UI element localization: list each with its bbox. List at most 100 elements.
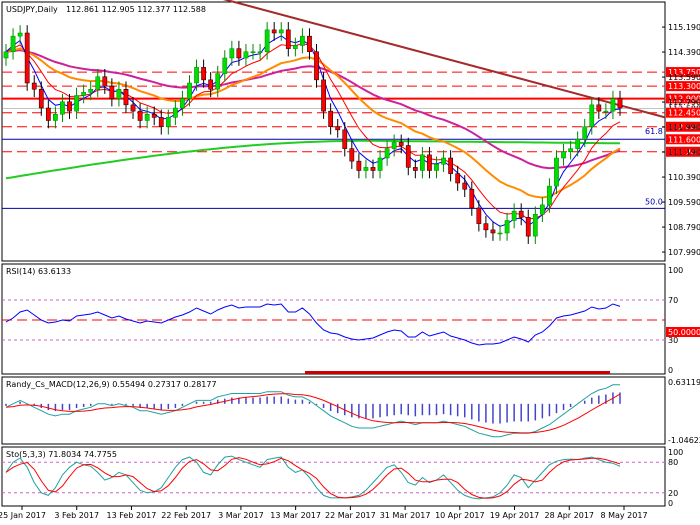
candle-body (222, 57, 228, 74)
time-tick-label: 13 Feb 2017 (107, 511, 157, 520)
candle-body (469, 189, 475, 209)
candle-body (412, 167, 418, 171)
sto-y-tick-label: 100 (668, 448, 683, 457)
main-panel-frame (1, 1, 666, 262)
candle-body (3, 51, 9, 59)
candle-body (582, 126, 588, 140)
time-tick-label: 19 Apr 2017 (490, 511, 539, 520)
candles (3, 22, 623, 244)
candle-body (67, 101, 72, 112)
candle-body (356, 160, 362, 171)
candle-body (589, 104, 595, 127)
candle-body (38, 89, 44, 109)
macd-histogram (5, 392, 621, 424)
candle-body (137, 110, 143, 121)
candle-body (462, 182, 468, 190)
price-level-label: 111.600 (668, 135, 700, 144)
candle-body (434, 164, 439, 171)
candle-body (53, 114, 58, 121)
candle-body (123, 89, 129, 106)
candle-body (363, 167, 369, 171)
candle-body (271, 29, 277, 34)
candle-body (130, 104, 136, 112)
price-level-label: 112.450 (668, 109, 700, 118)
macd-y-axis: 0.63119 -1.04622 (668, 378, 700, 445)
price-level-label: 112.900 (668, 95, 700, 104)
candle-body (575, 139, 581, 149)
sto-y-tick-label: 20 (668, 489, 678, 498)
candle-body (208, 79, 214, 90)
sto-main-line (5, 455, 621, 500)
candle-body (617, 98, 623, 109)
fib-label: 50.0 (645, 197, 663, 206)
time-tick-label: 3 Feb 2017 (54, 511, 99, 520)
price-level-badge (666, 81, 700, 92)
candle-body (420, 154, 425, 171)
main-ohlc: 112.861 112.905 112.377 112.588 (66, 5, 206, 14)
candle-body (525, 217, 531, 237)
candle-body (504, 220, 510, 234)
candle-body (518, 210, 524, 218)
ma-orange (5, 47, 621, 199)
sto-y-tick-label: 80 (668, 458, 678, 467)
price-level-badge (666, 146, 700, 157)
candle-body (173, 107, 178, 118)
candle-body (201, 67, 206, 81)
main-y-tick-label: 109.590 (668, 198, 700, 207)
trendline (222, 0, 666, 119)
rsi-line (5, 303, 621, 346)
candle-body (60, 101, 65, 115)
candle-body (292, 45, 298, 49)
candle-body (554, 157, 559, 187)
candle-body (568, 148, 573, 152)
price-level-badge (666, 134, 700, 145)
price-level-badge (666, 67, 700, 78)
macd-title: Randy_Cs_MACD(12,26,9) 0.55494 0.27317 0… (6, 380, 217, 389)
macd-signal-line (5, 393, 621, 434)
time-tick-label: 13 Mar 2017 (270, 511, 321, 520)
candle-body (17, 32, 23, 37)
price-level-badge (666, 93, 700, 104)
time-axis: 25 Jan 2017 3 Feb 2017 13 Feb 2017 22 Feb 2… (0, 506, 648, 520)
moving-averages (5, 35, 621, 227)
ma-green (5, 139, 621, 180)
candle-body (215, 73, 221, 90)
price-level-label: 113.300 (668, 82, 700, 91)
sto-y-tick-label: 0 (668, 499, 673, 508)
candle-body (497, 232, 503, 235)
time-tick-label: 28 Apr 2017 (545, 511, 594, 520)
rsi-level-badge (666, 327, 700, 337)
candle-body (307, 35, 312, 52)
candle-body (398, 142, 404, 146)
candle-body (151, 114, 157, 118)
candle-body (547, 185, 552, 206)
macd-panel-frame (1, 376, 666, 445)
candle-body (144, 114, 150, 121)
main-y-tick-label: 111.990 (668, 123, 700, 132)
candle-body (300, 35, 305, 46)
candle-body (236, 48, 242, 59)
candle-body (448, 157, 453, 174)
time-tick-label: 3 Mar 2017 (218, 511, 264, 520)
time-tick-label: 22 Mar 2017 (325, 511, 376, 520)
candle-body (31, 82, 37, 90)
rsi-levels (2, 299, 665, 341)
candle-body (229, 48, 235, 59)
fib-label: 61.8 (645, 127, 663, 136)
candle-body (532, 214, 538, 237)
candle-body (180, 98, 185, 109)
rsi-level-label: 50.0000 (668, 328, 700, 337)
candle-body (81, 92, 86, 96)
candle-body (596, 104, 602, 112)
candle-body (540, 204, 545, 215)
candle-body (490, 229, 496, 234)
candle-body (88, 89, 94, 93)
candle-body (116, 89, 122, 99)
candle-body (95, 76, 101, 90)
candle-body (476, 207, 482, 224)
rsi-y-axis: 100 70 30 0 (668, 266, 683, 375)
time-tick-label: 22 Feb 2017 (161, 511, 211, 520)
rsi-y-tick-label: 30 (668, 336, 678, 345)
candle-body (314, 51, 319, 81)
